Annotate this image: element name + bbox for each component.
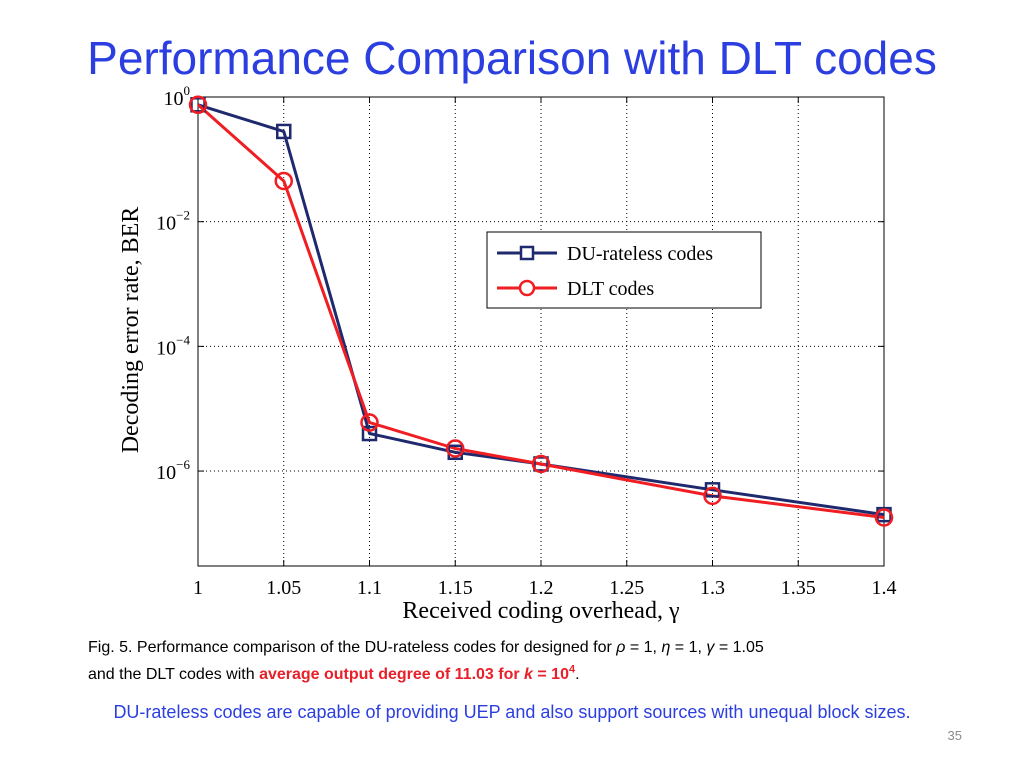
data-point-du-rateless [361, 425, 378, 442]
y-tick-label-exponent: 0 [184, 83, 191, 98]
caption-rho-symbol: ρ [616, 639, 626, 656]
caption-line2: and the DLT codes with [88, 666, 260, 683]
y-tick-label: 10−4 [156, 332, 190, 359]
footnote: DU-rateless codes are capable of providi… [113, 702, 911, 722]
series-line-du-rateless [197, 103, 885, 517]
y-tick-label-base: 10 [164, 88, 184, 110]
series-layer [188, 95, 894, 527]
caption-end: . [575, 666, 580, 683]
data-point-dlt [874, 508, 894, 527]
plot-frame [197, 96, 885, 567]
page-number: 35 [947, 728, 962, 743]
legend-marker-square [519, 245, 535, 261]
legend-label-du-rateless: DU-rateless codes [567, 243, 713, 265]
x-tick-label: 1.05 [266, 577, 301, 599]
caption-rho-value: = 1, [625, 639, 662, 656]
data-point-dlt [188, 95, 208, 115]
legend-marker-circle [518, 279, 536, 297]
legend-label-dlt: DLT codes [567, 278, 654, 300]
grid-lines [198, 97, 884, 566]
y-tick-label-exponent: −6 [176, 457, 190, 472]
x-tick-label: 1.4 [872, 577, 897, 599]
caption-k-exponent: 4 [568, 663, 576, 676]
caption-lead: Fig. 5. Performance comparison of the DU… [88, 639, 617, 656]
x-tick-label: 1.3 [700, 577, 725, 599]
data-point-du-rateless [276, 123, 292, 140]
y-tick-label-exponent: −4 [176, 332, 190, 347]
data-point-dlt [703, 486, 722, 506]
axis-ticks: 1 1.05 1.1 1.15 1.2 1.25 1.3 1.35 1.410010−210−4… [156, 83, 896, 599]
y-axis-label: Decoding error rate, BER [118, 207, 144, 454]
caption-k-value: = 10 [532, 666, 569, 683]
data-point-dlt [360, 413, 379, 432]
caption-gamma-value: = 1.05 [714, 639, 764, 656]
caption-highlight-text: average output degree of 11.03 for [259, 666, 525, 683]
ber-chart: 1 1.05 1.1 1.15 1.2 1.25 1.3 1.35 1.410010−210−4… [118, 83, 897, 624]
y-tick-label: 10−2 [156, 208, 190, 235]
y-tick-label-base: 10 [156, 213, 176, 235]
caption-eta-value: = 1, [670, 639, 707, 656]
x-tick-label: 1.35 [781, 577, 816, 599]
data-point-dlt [446, 439, 465, 458]
data-point-dlt [274, 171, 293, 191]
y-tick-label-base: 10 [156, 337, 176, 359]
legend-box [486, 231, 762, 309]
y-tick-label-base: 10 [156, 462, 176, 484]
x-tick-label: 1.2 [529, 577, 554, 599]
data-point-dlt [531, 454, 551, 474]
legend: DU-rateless codes DLT codes [486, 231, 762, 309]
data-point-du-rateless [533, 456, 549, 472]
figure-caption: Fig. 5. Performance comparison of the DU… [88, 634, 968, 688]
x-tick-label: 1.1 [357, 577, 382, 599]
y-tick-label: 100 [164, 83, 191, 110]
y-tick-label-exponent: −2 [176, 208, 190, 223]
x-tick-label: 1 [193, 577, 203, 599]
y-tick-label: 10−6 [156, 457, 190, 484]
slide-title: Performance Comparison with DLT codes [87, 32, 937, 84]
data-point-du-rateless [190, 97, 206, 113]
x-tick-label: 1.25 [609, 577, 644, 599]
caption-highlight: average output degree of 11.03 for k = 1… [259, 663, 576, 683]
caption-k-symbol: k [524, 666, 533, 683]
x-axis-label: Received coding overhead, γ [402, 598, 680, 624]
x-tick-label: 1.15 [438, 577, 473, 599]
caption-gamma-symbol: γ [706, 639, 715, 656]
caption-eta-symbol: η [661, 639, 671, 656]
